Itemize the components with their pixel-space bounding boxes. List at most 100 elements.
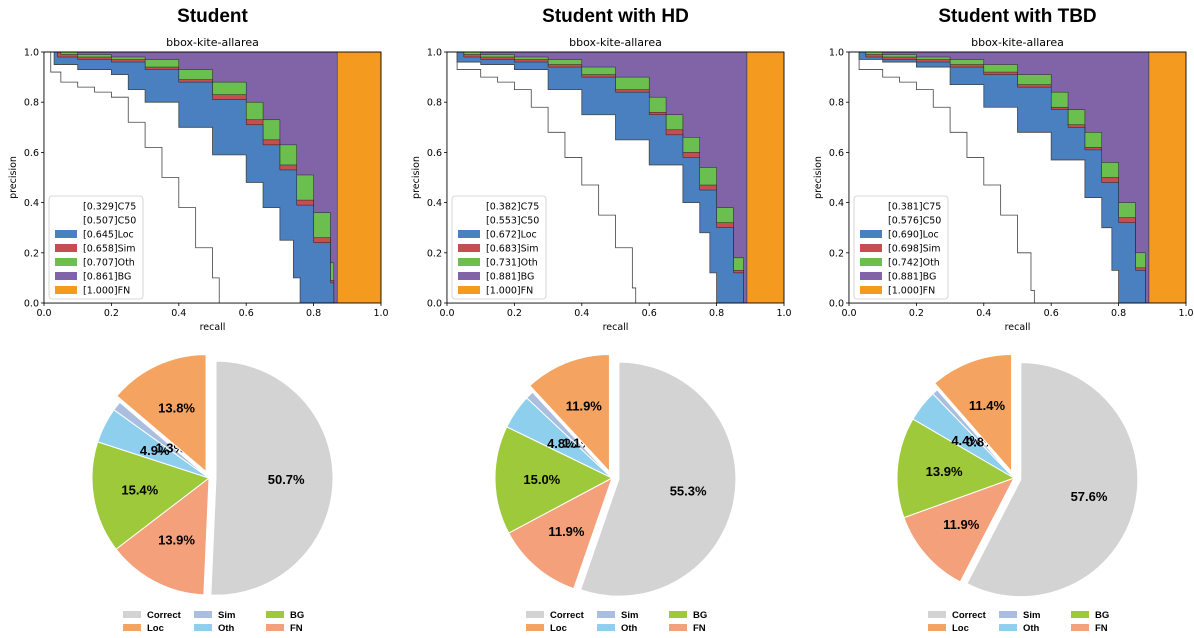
legend-entry: [0.861]BG [83, 272, 131, 283]
pie-legend-entry: Correct [952, 610, 987, 621]
y-tick-label: 0.8 [427, 98, 442, 109]
legend: [0.382]C75 [0.553]C50 [0.672]Loc [0.683]Sim… [451, 195, 547, 300]
pie-legend: Correct Sim BG Loc Oth FN [526, 610, 707, 634]
pie-slice-Correct [210, 360, 334, 596]
legend-swatch [860, 272, 882, 280]
legend-swatch [458, 272, 480, 280]
pie-legend: Correct Sim BG Loc Oth FN [123, 610, 304, 634]
pie-legend-swatch [669, 624, 687, 631]
curve-[0.382]C75 [447, 51, 637, 303]
pie-legend-swatch [928, 624, 946, 631]
legend-entry: [0.698]Sim [888, 244, 941, 255]
y-tick-label: 0.6 [24, 148, 39, 159]
pie-label: 50.7% [268, 472, 305, 487]
pie-legend-entry: Sim [1023, 610, 1040, 621]
y-tick-label: 0.2 [24, 248, 39, 259]
legend-entry: [0.672]Loc [486, 230, 537, 241]
pie-label: 15.4% [121, 482, 158, 497]
legend-entry: [0.381]C75 [888, 202, 941, 213]
pie-slice-Loc [529, 353, 610, 473]
curve-[0.507]C50 [44, 51, 301, 303]
legend-swatch [55, 272, 77, 280]
y-axis-label: precision [813, 156, 824, 199]
legend: [0.329]C75 [0.507]C50 [0.645]Loc [0.658]Sim… [48, 195, 144, 300]
pie-legend-swatch [526, 611, 544, 618]
y-tick-label: 1.0 [829, 48, 844, 59]
pie-panel-1: 50.7%13.9%15.4%4.9%1.3%13.8%Correct Sim BG… [91, 354, 334, 634]
pie-legend-entry: Oth [621, 623, 638, 634]
plot-subtitle: bbox-kite-allarea [166, 36, 259, 49]
pie-label: 4.9% [140, 443, 170, 458]
axes-frame [446, 51, 785, 304]
curve-[0.381]C75 [849, 51, 1035, 303]
x-tick-label: 0.8 [709, 308, 724, 319]
pie-label: 13.8% [158, 400, 195, 415]
x-tick-label: 0.6 [1044, 308, 1059, 319]
y-tick-label: 0.8 [829, 98, 844, 109]
pie-legend-entry: BG [290, 610, 304, 621]
legend-swatch [458, 286, 480, 294]
legend: [0.381]C75 [0.576]C50 [0.690]Loc [0.698]Sim… [853, 195, 949, 300]
x-tick-label: 0.4 [976, 308, 991, 319]
pie-legend-entry: BG [1095, 610, 1109, 621]
pie-legend-swatch [123, 624, 141, 631]
y-axis-label: precision [411, 156, 422, 199]
x-tick-label: 0.0 [36, 308, 51, 319]
pie-label: 11.9% [943, 517, 980, 532]
pie-legend-entry: Correct [147, 610, 182, 621]
pie-legend-entry: Loc [952, 623, 969, 634]
y-tick-label: 1.0 [24, 48, 39, 59]
legend-swatch [860, 230, 882, 238]
pie-legend-entry: Loc [147, 623, 164, 634]
y-tick-label: 0.4 [24, 198, 39, 209]
x-tick-label: 0.0 [841, 308, 856, 319]
pie-slice-BG [494, 426, 614, 534]
curve-[0.576]C50 [849, 51, 1119, 303]
y-tick-label: 0.4 [829, 198, 844, 209]
pie-legend-swatch [928, 611, 946, 618]
panel-title: Student with HD [542, 6, 689, 27]
x-axis-label: recall [1005, 322, 1031, 333]
y-tick-label: 0.6 [427, 148, 442, 159]
y-tick-label: 0.6 [829, 148, 844, 159]
x-tick-label: 1.0 [776, 308, 791, 319]
pie-panel-2: 55.3%11.9%15.0%4.8%1.1%11.9%Correct Sim BG… [494, 353, 737, 634]
x-tick-label: 1.0 [373, 308, 388, 319]
legend-entry: [1.000]FN [888, 286, 935, 297]
legend-entry: [1.000]FN [83, 286, 130, 297]
legend-swatch [860, 286, 882, 294]
pie-legend-swatch [669, 611, 687, 618]
pie-label: 11.9% [566, 399, 603, 414]
x-tick-label: 0.2 [507, 308, 522, 319]
panel-title: Student [177, 6, 248, 27]
pie-label: 4.8% [547, 436, 577, 451]
pie-legend-swatch [526, 624, 544, 631]
pie-slice-Correct [966, 362, 1139, 598]
legend-swatch [55, 244, 77, 252]
legend-swatch [55, 286, 77, 294]
axes-frame [848, 51, 1187, 304]
x-tick-label: 0.6 [642, 308, 657, 319]
pie-legend-entry: Oth [1023, 623, 1040, 634]
pie-slice-FN [508, 476, 613, 590]
pie-legend-swatch [1071, 624, 1089, 631]
pie-legend-entry: FN [693, 623, 706, 634]
pie-legend-swatch [194, 624, 212, 631]
x-tick-label: 0.6 [239, 308, 254, 319]
legend-swatch [458, 244, 480, 252]
x-tick-label: 0.2 [104, 308, 119, 319]
legend-swatch [55, 258, 77, 266]
y-tick-label: 0.8 [24, 98, 39, 109]
x-tick-label: 1.0 [1178, 308, 1193, 319]
pie-slice-FN [903, 477, 1016, 583]
curve-[0.553]C50 [447, 51, 717, 303]
x-tick-label: 0.8 [1111, 308, 1126, 319]
y-tick-label: 1.0 [427, 48, 442, 59]
pie-slice-Sim [526, 391, 613, 479]
pie-legend-swatch [597, 611, 615, 618]
legend-swatch [860, 258, 882, 266]
legend-entry: [0.881]BG [888, 272, 936, 283]
legend-entry: [0.553]C50 [486, 216, 539, 227]
pie-label: 13.9% [926, 464, 963, 479]
